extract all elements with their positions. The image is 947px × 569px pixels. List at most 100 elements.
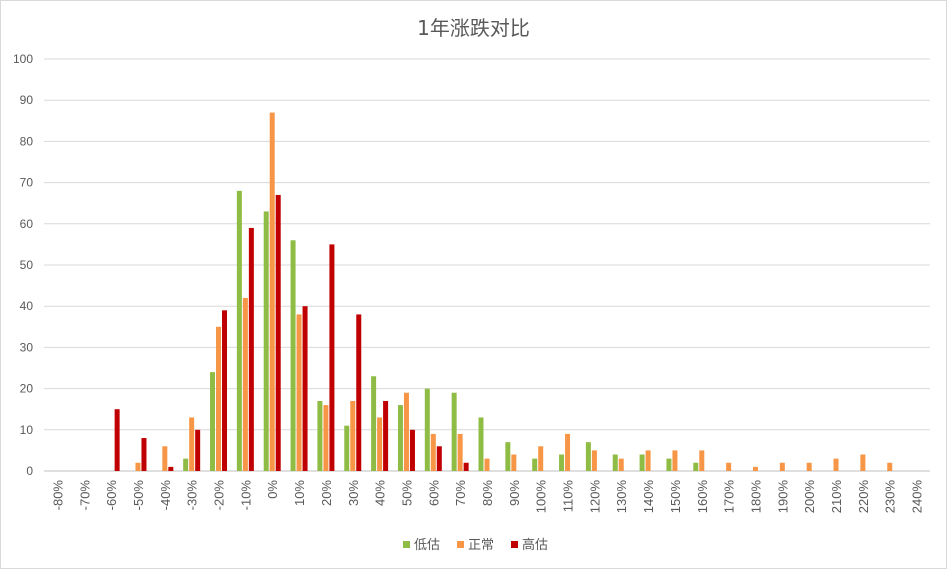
bar: [195, 429, 201, 471]
bar: [612, 454, 618, 471]
bar: [236, 190, 242, 471]
bar: [269, 112, 275, 471]
x-tick-label: -20%: [212, 480, 227, 511]
bar: [565, 433, 571, 471]
bar: [672, 450, 678, 471]
x-tick-label: 50%: [399, 480, 414, 506]
bar: [505, 442, 511, 471]
bar: [618, 458, 624, 471]
x-tick-label: -40%: [158, 480, 173, 511]
y-tick-label: 100: [13, 52, 33, 66]
bar: [463, 462, 469, 471]
bar: [639, 454, 645, 471]
bar: [478, 417, 484, 471]
bar: [666, 458, 672, 471]
bar: [591, 450, 597, 471]
x-tick-label: 220%: [856, 480, 871, 514]
y-tick-label: 70: [20, 176, 34, 190]
bar: [114, 409, 120, 471]
x-tick-label: 240%: [910, 480, 925, 514]
x-tick-label: 100%: [534, 480, 549, 514]
x-tick-label: 130%: [614, 480, 629, 514]
legend-swatch: [403, 541, 410, 548]
bar: [559, 454, 565, 471]
bar: [296, 314, 302, 471]
y-tick-label: 80: [20, 134, 34, 148]
x-tick-label: 0%: [265, 480, 280, 499]
bar: [242, 297, 248, 471]
bar: [693, 462, 699, 471]
bar: [248, 227, 254, 471]
bar: [645, 450, 651, 471]
bar: [350, 400, 356, 471]
y-tick-label: 20: [20, 382, 34, 396]
y-tick-label: 60: [20, 217, 34, 231]
bar: [323, 405, 329, 471]
x-tick-label: -60%: [104, 480, 119, 511]
x-tick-label: 60%: [426, 480, 441, 506]
bar: [189, 417, 195, 471]
x-tick-label: 210%: [829, 480, 844, 514]
bar: [806, 462, 812, 471]
x-tick-label: 190%: [775, 480, 790, 514]
y-tick-label: 30: [20, 340, 34, 354]
y-tick-label: 40: [20, 299, 34, 313]
bar: [457, 433, 463, 471]
bar: [436, 446, 442, 471]
bar: [532, 458, 538, 471]
bar: [833, 458, 839, 471]
bar: [887, 462, 893, 471]
bar: [168, 466, 174, 471]
x-tick-label: -80%: [50, 480, 65, 511]
legend-label: 正常: [468, 538, 494, 553]
x-tick-label: -10%: [238, 480, 253, 511]
x-tick-label: 180%: [748, 480, 763, 514]
x-tick-label: -70%: [77, 480, 92, 511]
bar: [424, 388, 430, 471]
x-tick-label: 70%: [453, 480, 468, 506]
x-tick-label: 230%: [883, 480, 898, 514]
bar: [371, 376, 377, 471]
legend-swatch: [511, 541, 518, 548]
bar: [210, 372, 216, 471]
x-tick-label: 80%: [480, 480, 495, 506]
bar: [275, 194, 281, 471]
bar: [409, 429, 415, 471]
bar: [451, 392, 457, 471]
bar: [290, 240, 296, 471]
legend-label: 低估: [414, 538, 440, 553]
x-tick-label: 30%: [346, 480, 361, 506]
bar: [135, 462, 141, 471]
bar: [430, 433, 436, 471]
bar: [141, 438, 147, 471]
y-tick-label: 10: [20, 423, 34, 437]
bar: [377, 417, 383, 471]
bar: [585, 442, 591, 471]
x-tick-label: 200%: [802, 480, 817, 514]
x-tick-label: -50%: [131, 480, 146, 511]
chart-title: 1年涨跌对比: [417, 16, 530, 40]
legend-label: 高估: [522, 537, 548, 553]
bar: [356, 314, 362, 471]
bar: [329, 244, 335, 471]
y-tick-label: 50: [20, 258, 34, 272]
bar: [511, 454, 517, 471]
bar: [302, 306, 308, 471]
x-tick-label: 110%: [561, 480, 576, 513]
bar: [860, 454, 866, 471]
bar: [779, 462, 785, 471]
x-tick-label: 40%: [373, 480, 388, 506]
x-tick-label: 120%: [587, 480, 602, 514]
bar: [403, 392, 409, 471]
legend-swatch: [457, 541, 464, 548]
x-tick-label: 150%: [668, 480, 683, 514]
bar: [538, 446, 544, 471]
bar: [397, 405, 403, 471]
x-tick-label: 170%: [722, 480, 737, 514]
x-tick-label: 160%: [695, 480, 710, 514]
bar: [484, 458, 490, 471]
x-tick-label: 10%: [292, 480, 307, 506]
x-tick-label: 20%: [319, 480, 334, 506]
bar: [263, 211, 269, 471]
